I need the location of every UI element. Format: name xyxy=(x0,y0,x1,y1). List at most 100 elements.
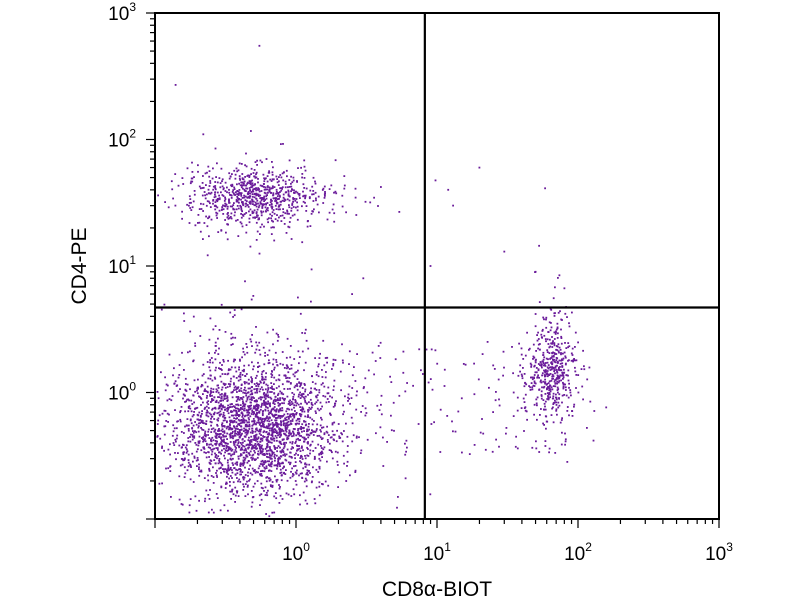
scatter-point xyxy=(218,396,221,399)
scatter-point xyxy=(250,386,253,389)
scatter-point xyxy=(537,374,539,377)
scatter-point xyxy=(263,392,266,394)
scatter-point xyxy=(569,389,572,391)
scatter-point xyxy=(422,373,424,375)
scatter-point xyxy=(253,397,255,399)
scatter-point xyxy=(167,467,170,470)
scatter-point xyxy=(283,402,285,405)
scatter-point xyxy=(281,402,283,405)
scatter-point xyxy=(214,191,217,194)
scatter-point xyxy=(549,396,551,399)
scatter-point xyxy=(231,488,234,491)
scatter-point xyxy=(200,470,203,473)
scatter-point xyxy=(180,431,183,433)
scatter-point xyxy=(555,401,558,404)
scatter-point xyxy=(271,460,274,463)
scatter-point xyxy=(512,415,515,417)
scatter-point xyxy=(257,202,259,205)
scatter-point xyxy=(279,446,281,449)
scatter-point xyxy=(263,191,266,194)
scatter-point xyxy=(199,335,202,337)
scatter-point xyxy=(494,399,497,402)
scatter-point xyxy=(273,453,276,456)
scatter-point xyxy=(261,371,264,373)
scatter-point xyxy=(276,422,278,424)
scatter-point xyxy=(356,353,358,355)
scatter-point xyxy=(551,342,553,345)
scatter-point xyxy=(279,399,282,401)
scatter-point xyxy=(605,406,608,409)
scatter-point xyxy=(188,504,191,507)
scatter-point xyxy=(540,390,543,393)
scatter-point xyxy=(269,484,272,487)
scatter-point xyxy=(235,439,238,442)
scatter-point xyxy=(544,400,547,403)
scatter-point xyxy=(233,309,236,311)
scatter-point xyxy=(557,362,559,364)
scatter-point xyxy=(209,392,212,394)
scatter-point xyxy=(203,434,206,437)
scatter-point xyxy=(276,465,279,468)
scatter-point xyxy=(360,449,363,452)
scatter-point xyxy=(236,190,239,192)
scatter-point xyxy=(277,394,279,396)
scatter-point xyxy=(280,187,283,189)
scatter-point xyxy=(196,392,199,395)
scatter-point xyxy=(227,467,229,470)
scatter-point xyxy=(227,404,229,407)
scatter-point xyxy=(251,179,253,182)
scatter-point xyxy=(209,390,212,392)
scatter-point xyxy=(221,445,224,447)
scatter-point xyxy=(549,338,551,341)
scatter-point xyxy=(321,483,323,485)
scatter-point xyxy=(245,394,248,397)
scatter-point xyxy=(234,366,237,369)
scatter-point xyxy=(461,451,463,454)
scatter-point xyxy=(202,401,204,404)
scatter-point xyxy=(574,331,577,334)
scatter-point xyxy=(280,451,283,454)
scatter-point xyxy=(244,280,246,283)
scatter-point xyxy=(266,180,269,183)
scatter-point xyxy=(216,181,219,184)
scatter-point xyxy=(262,370,265,372)
scatter-point xyxy=(298,194,301,197)
scatter-point xyxy=(261,459,264,462)
scatter-point xyxy=(271,481,274,483)
scatter-point xyxy=(307,416,310,418)
scatter-point xyxy=(239,373,242,376)
scatter-point xyxy=(279,203,282,206)
scatter-point xyxy=(278,440,281,443)
scatter-point xyxy=(290,495,293,497)
scatter-point xyxy=(342,404,344,407)
scatter-point xyxy=(554,452,557,454)
scatter-point xyxy=(248,187,251,189)
scatter-point xyxy=(252,365,255,368)
scatter-point xyxy=(230,414,233,417)
scatter-point xyxy=(553,352,556,354)
scatter-point xyxy=(209,182,212,184)
scatter-point xyxy=(267,388,270,391)
scatter-point xyxy=(583,368,586,371)
scatter-point xyxy=(222,419,225,422)
scatter-point xyxy=(300,461,303,464)
scatter-point xyxy=(551,352,553,354)
scatter-point xyxy=(297,437,299,440)
scatter-point xyxy=(542,422,544,425)
scatter-point xyxy=(564,363,567,366)
scatter-point xyxy=(208,170,211,172)
y-tick-label: 101 xyxy=(108,253,136,278)
scatter-point xyxy=(552,403,555,405)
scatter-point xyxy=(530,366,533,368)
scatter-point xyxy=(288,430,291,433)
scatter-point xyxy=(235,167,238,170)
scatter-point xyxy=(263,490,265,492)
scatter-point xyxy=(297,429,299,432)
scatter-point xyxy=(231,490,233,493)
scatter-point xyxy=(304,384,306,386)
scatter-point xyxy=(260,447,263,450)
scatter-point xyxy=(216,449,219,451)
scatter-point xyxy=(239,454,242,457)
scatter-point xyxy=(174,204,177,207)
scatter-point xyxy=(275,480,278,483)
